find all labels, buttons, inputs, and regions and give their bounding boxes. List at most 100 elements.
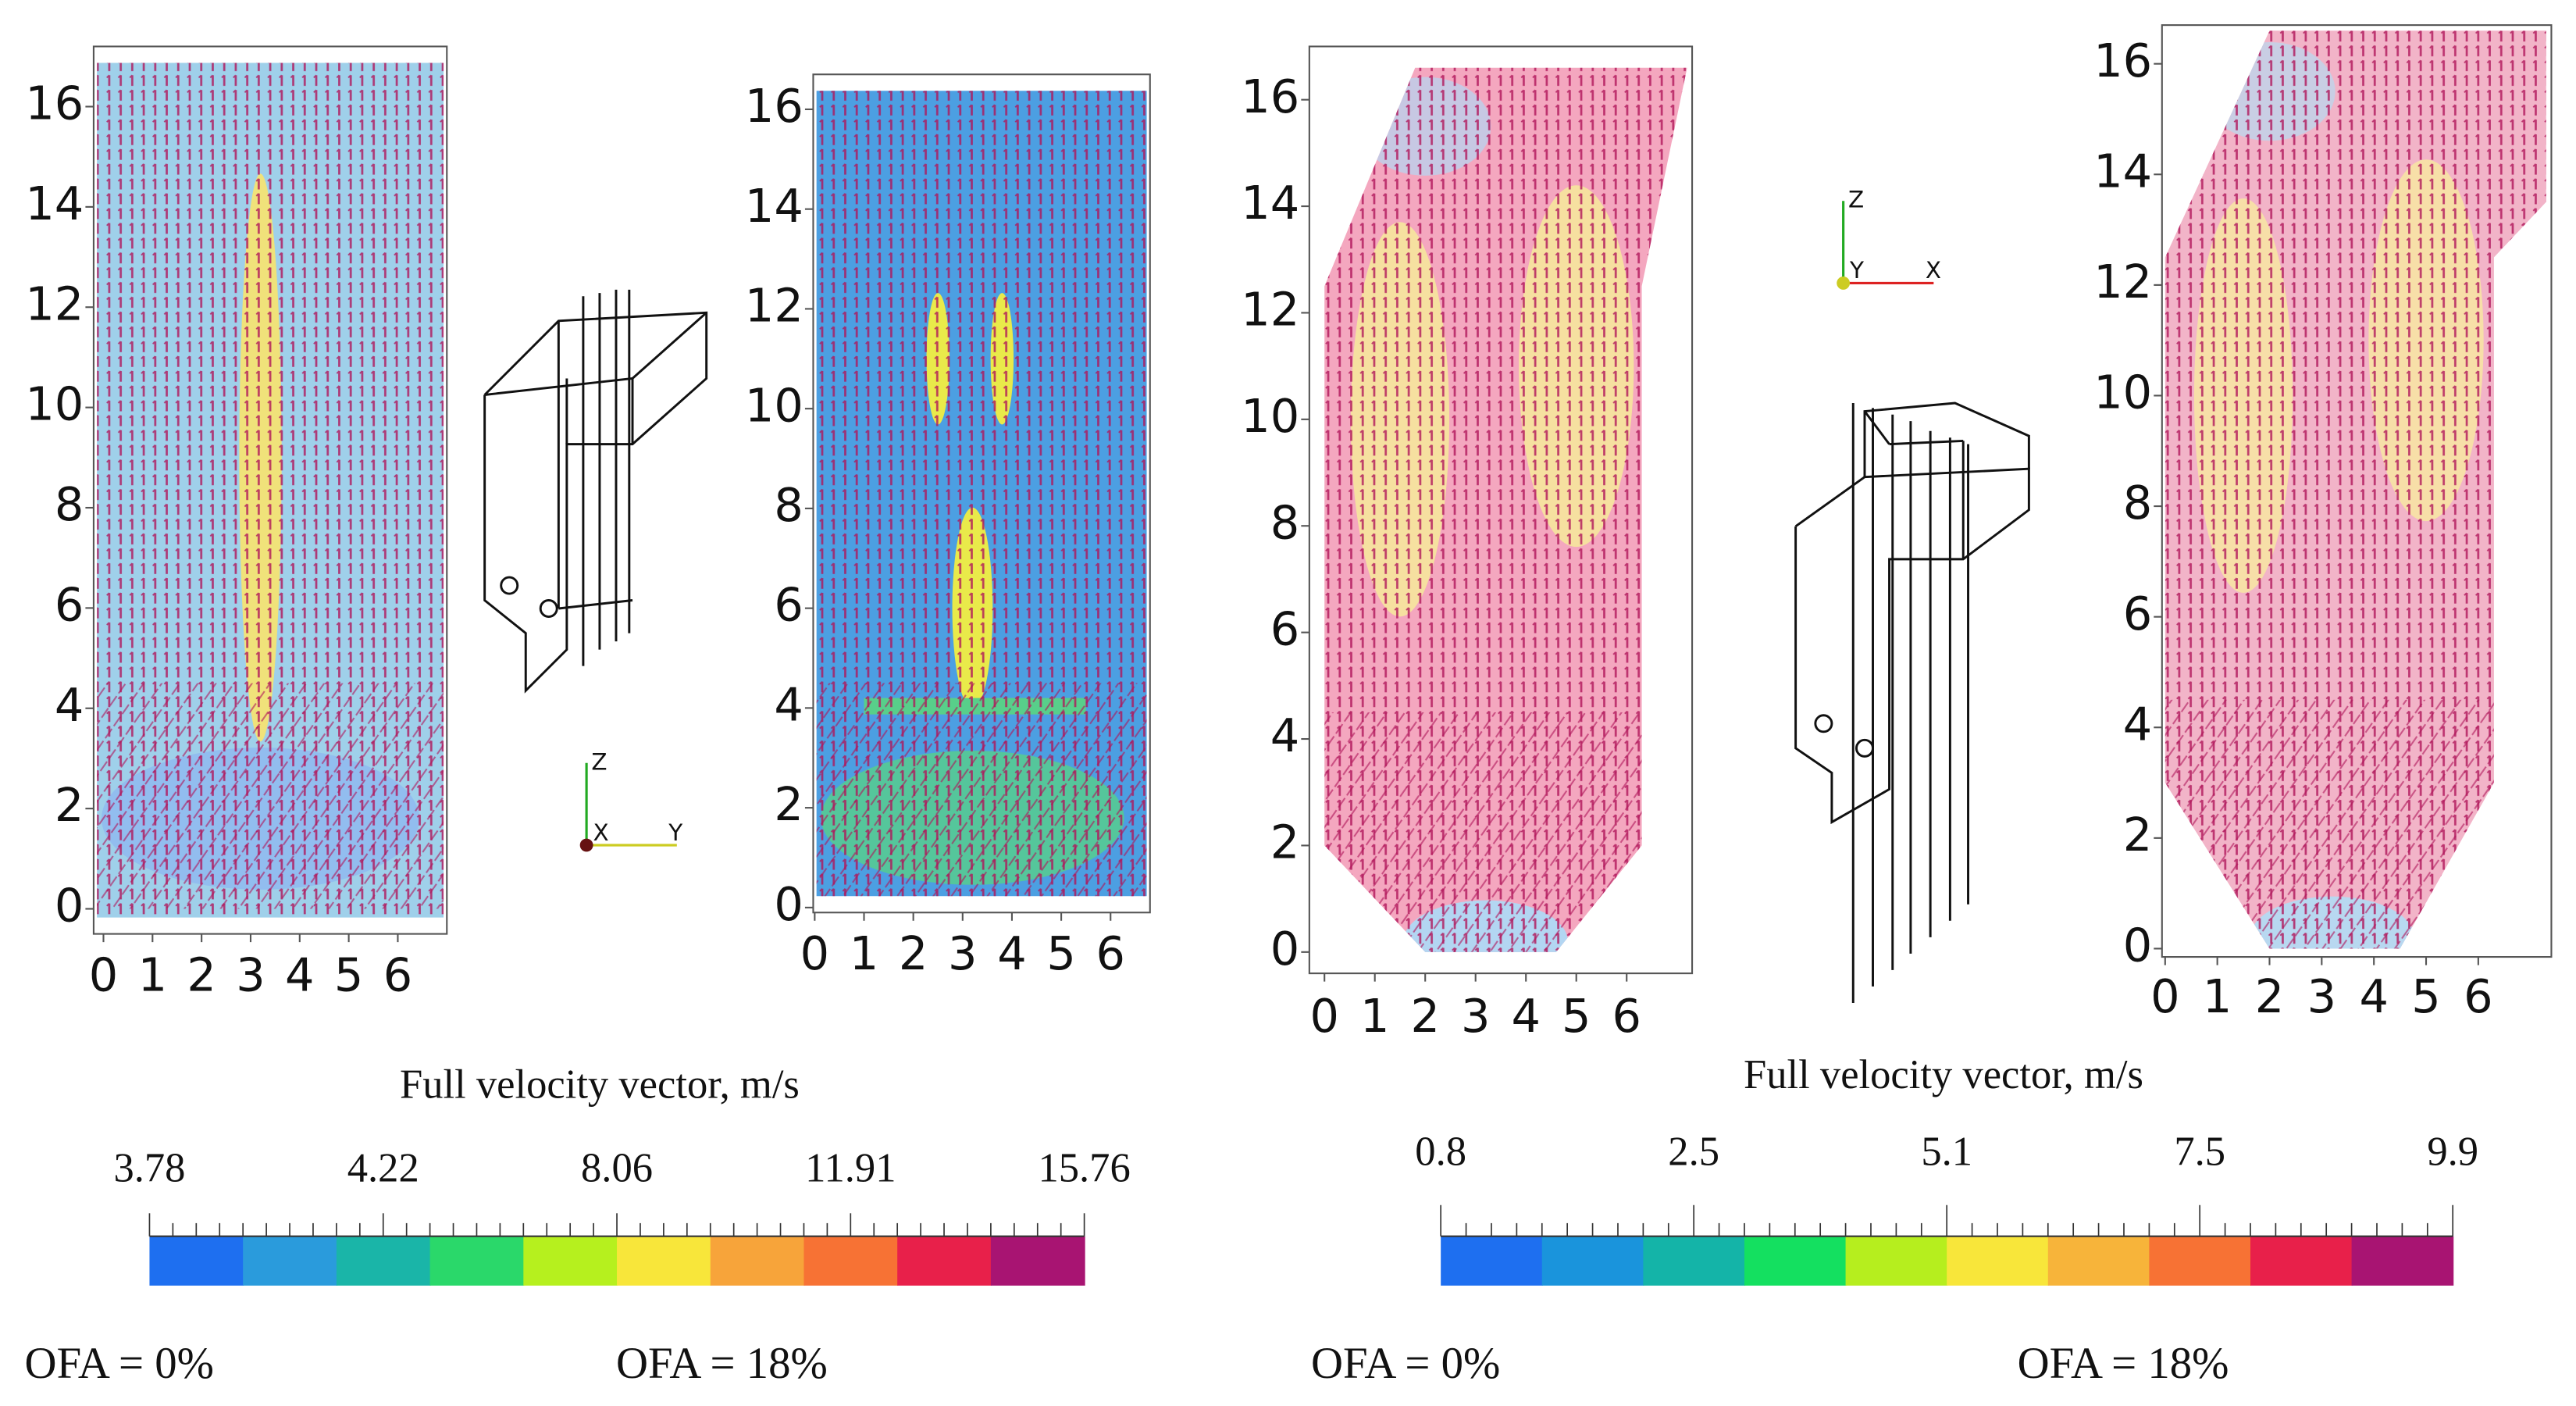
plot-frame bbox=[92, 45, 448, 935]
colorbar-label: 4.22 bbox=[347, 1146, 419, 1191]
panel-caption: OFA = 0% bbox=[25, 1339, 214, 1388]
colorbar-swatch bbox=[2149, 1236, 2252, 1286]
y-tick-label: 8 bbox=[1270, 495, 1299, 549]
colorbar-swatch bbox=[2351, 1236, 2454, 1286]
y-tick-label: 6 bbox=[55, 577, 84, 631]
plot-frame bbox=[2161, 24, 2553, 958]
y-tick-label: 0 bbox=[774, 877, 803, 931]
colorbar-swatch bbox=[990, 1236, 1085, 1286]
x-tick-label: 3 bbox=[1461, 989, 1490, 1043]
colorbar-swatch bbox=[1744, 1236, 1847, 1286]
colorbar-swatch bbox=[617, 1236, 711, 1286]
colorbar-swatch bbox=[1845, 1236, 1948, 1286]
colorbar-label: 7.5 bbox=[2174, 1129, 2225, 1175]
vectors bbox=[816, 683, 1147, 897]
field bbox=[97, 62, 444, 918]
x-tick-label: 0 bbox=[89, 948, 118, 1002]
colorbar-swatch bbox=[1947, 1236, 2049, 1286]
y-tick-label: 14 bbox=[1241, 176, 1299, 230]
plot-frame bbox=[812, 73, 1151, 914]
y-tick-label: 8 bbox=[55, 477, 84, 531]
x-tick-label: 4 bbox=[1511, 989, 1540, 1043]
y-tick-label: 8 bbox=[2123, 476, 2152, 530]
x-tick-label: 1 bbox=[1360, 989, 1389, 1043]
y-tick-label: 8 bbox=[774, 478, 803, 532]
y-tick-label: 2 bbox=[55, 778, 84, 832]
x-tick-label: 3 bbox=[236, 948, 265, 1002]
x-tick-label: 3 bbox=[948, 926, 977, 980]
y-tick-label: 14 bbox=[25, 177, 84, 230]
colorbar-label: 3.78 bbox=[113, 1146, 185, 1191]
x-tick-label: 0 bbox=[1309, 989, 1338, 1043]
vectors bbox=[2164, 699, 2546, 949]
colorbar: Full velocity vector, m/s 3.78 4.22 8.06 11.… bbox=[113, 1062, 1131, 1286]
y-tick-label: 16 bbox=[1241, 70, 1299, 123]
field bbox=[2164, 30, 2546, 949]
triad-origin bbox=[1837, 277, 1851, 290]
x-tick-label: 0 bbox=[2150, 969, 2179, 1023]
x-tick-label: 5 bbox=[1562, 989, 1591, 1043]
x-tick-label: 6 bbox=[2464, 969, 2492, 1023]
vectors bbox=[1324, 712, 1687, 952]
y-tick-label: 0 bbox=[1270, 922, 1299, 976]
y-tick-label: 0 bbox=[55, 879, 84, 933]
y-tick-label: 4 bbox=[55, 678, 84, 732]
colorbar-swatch bbox=[897, 1236, 992, 1286]
colorbar: Full velocity vector, m/s 0.8 2.5 5.1 7.5 9.9 bbox=[1415, 1052, 2478, 1286]
panel-caption: OFA = 0% bbox=[1311, 1339, 1500, 1388]
colorbar-label: 11.91 bbox=[805, 1146, 896, 1191]
colorbar-swatch bbox=[2250, 1236, 2353, 1286]
y-tick-label: 0 bbox=[2123, 919, 2152, 972]
y-tick-label: 12 bbox=[1241, 283, 1299, 337]
triad-label: Z bbox=[591, 748, 607, 775]
colorbar-swatch bbox=[803, 1236, 899, 1286]
x-tick-label: 2 bbox=[2255, 969, 2284, 1023]
x-tick-label: 1 bbox=[850, 926, 878, 980]
field bbox=[816, 91, 1147, 897]
y-tick-label: 2 bbox=[2123, 808, 2152, 862]
y-tick-label: 2 bbox=[774, 777, 803, 831]
y-tick-label: 4 bbox=[1270, 708, 1299, 762]
colorbar-swatch bbox=[429, 1236, 525, 1286]
colorbar-swatch bbox=[2047, 1236, 2150, 1286]
y-tick-label: 4 bbox=[774, 677, 803, 731]
x-tick-label: 6 bbox=[383, 948, 412, 1002]
y-tick-label: 12 bbox=[25, 277, 84, 330]
y-tick-label: 6 bbox=[1270, 602, 1299, 656]
y-tick-label: 4 bbox=[2123, 697, 2152, 751]
boiler-schematic bbox=[1794, 401, 2030, 1003]
triad-label: X bbox=[593, 819, 609, 846]
axis-triad: Z X Y bbox=[579, 748, 683, 852]
x-tick-label: 6 bbox=[1612, 989, 1641, 1043]
colorbar-swatch bbox=[1643, 1236, 1746, 1286]
x-tick-label: 2 bbox=[1410, 989, 1439, 1043]
colorbar-title: Full velocity vector, m/s bbox=[1744, 1052, 2143, 1097]
panel-caption: OFA = 18% bbox=[2018, 1339, 2229, 1388]
x-tick-label: 3 bbox=[2307, 969, 2336, 1023]
colorbar-swatch bbox=[1441, 1236, 1543, 1286]
y-tick-label: 14 bbox=[2093, 144, 2152, 198]
field bbox=[1324, 67, 1687, 952]
x-tick-label: 4 bbox=[997, 926, 1026, 980]
colorbar-label: 8.06 bbox=[581, 1146, 653, 1191]
x-tick-label: 4 bbox=[2359, 969, 2388, 1023]
x-tick-label: 5 bbox=[2411, 969, 2440, 1023]
vectors bbox=[97, 683, 444, 909]
y-tick-label: 10 bbox=[2093, 366, 2152, 419]
axis-triad: Z Y X bbox=[1837, 187, 1941, 290]
y-tick-label: 12 bbox=[2093, 255, 2152, 309]
colorbar-swatch bbox=[710, 1236, 805, 1286]
x-tick-label: 2 bbox=[899, 926, 928, 980]
x-tick-label: 6 bbox=[1096, 926, 1125, 980]
y-tick-label: 10 bbox=[25, 377, 84, 431]
colorbar-swatch bbox=[149, 1236, 244, 1286]
y-tick-label: 10 bbox=[745, 378, 803, 432]
y-tick-label: 16 bbox=[25, 77, 84, 130]
colorbar-label: 5.1 bbox=[1921, 1129, 1972, 1175]
triad-label: Z bbox=[1848, 187, 1864, 213]
triad-label: Y bbox=[668, 819, 683, 846]
